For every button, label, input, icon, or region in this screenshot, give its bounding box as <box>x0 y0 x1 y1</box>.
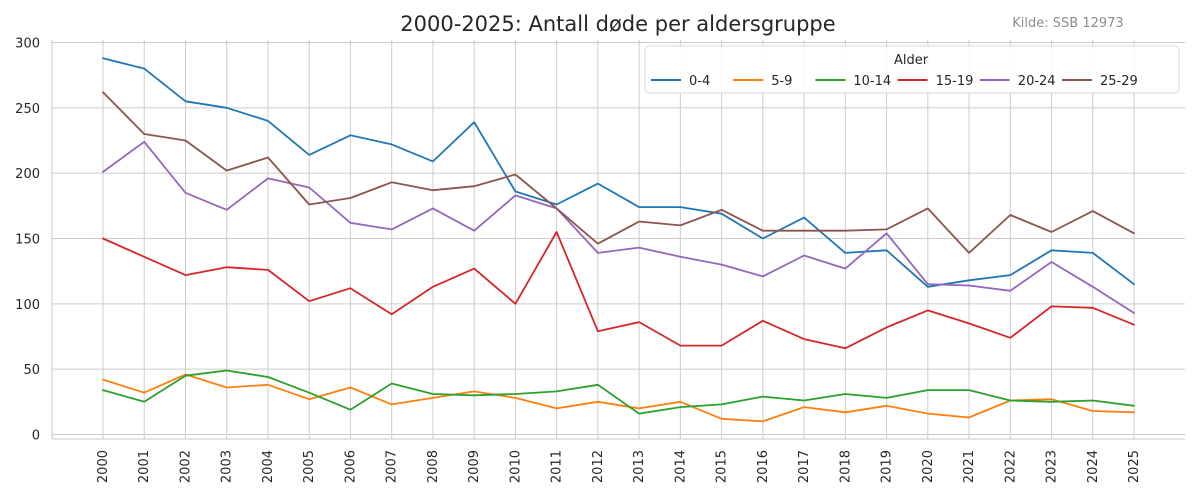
x-tick-label: 2007 <box>385 450 400 483</box>
x-tick-label: 2000 <box>96 450 111 483</box>
y-tick-label: 0 <box>32 429 40 444</box>
x-tick-label: 2014 <box>673 450 688 483</box>
series-line-10-14 <box>102 369 1135 415</box>
series-line-25-29 <box>102 91 1135 254</box>
x-tick-label: 2019 <box>880 450 895 483</box>
x-tick-label: 2017 <box>797 450 812 483</box>
chart-source: Kilde: SSB 12973 <box>1012 16 1123 31</box>
x-tick-label: 2001 <box>137 450 152 483</box>
x-tick-label: 2008 <box>426 450 441 483</box>
chart-title: 2000-2025: Antall døde per aldersgruppe <box>400 12 835 36</box>
y-tick-label: 200 <box>15 167 40 182</box>
x-tick-label: 2024 <box>1086 450 1101 483</box>
x-tick-label: 2016 <box>756 450 771 483</box>
y-tick-label: 300 <box>15 37 40 52</box>
legend-label: 5-9 <box>771 74 792 89</box>
y-tick-label: 150 <box>15 233 40 248</box>
legend-label: 20-24 <box>1018 74 1056 89</box>
legend: Alder 0-4 5-9 10-14 15-19 20-24 25-29 <box>644 45 1180 94</box>
x-tick-label: 2004 <box>261 450 276 483</box>
y-tick-label: 50 <box>23 363 40 378</box>
x-tick-label: 2011 <box>550 450 565 483</box>
x-tick-label: 2022 <box>1003 450 1018 483</box>
x-tick-label: 2020 <box>921 450 936 483</box>
x-tick-label: 2003 <box>220 450 235 483</box>
x-tick-label: 2015 <box>715 450 730 483</box>
x-tick-label: 2010 <box>508 450 523 483</box>
x-tick-label: 2002 <box>178 450 193 483</box>
y-tick-label: 250 <box>15 102 40 117</box>
legend-label: 0-4 <box>689 74 710 89</box>
x-tick-label: 2013 <box>632 450 647 483</box>
series-line-20-24 <box>102 140 1135 314</box>
legend-label: 15-19 <box>936 74 974 89</box>
x-tick-label: 2018 <box>838 450 853 483</box>
series-line-15-19 <box>102 231 1135 350</box>
legend-box <box>644 45 1180 94</box>
x-tick-label: 2009 <box>467 450 482 483</box>
grid-layer <box>52 40 1185 439</box>
series-line-0-4 <box>102 57 1135 288</box>
y-tick-label: 100 <box>15 298 40 313</box>
x-tick-label: 2023 <box>1045 450 1060 483</box>
axes-layer: 2000 2001 2002 2003 2004 2005 2006 2007 2008 2009… <box>15 37 1185 483</box>
legend-title: Alder <box>894 53 929 68</box>
x-tick-label: 2025 <box>1127 450 1142 483</box>
x-tick-label: 2005 <box>302 450 317 483</box>
series-layer <box>102 57 1135 423</box>
legend-label: 25-29 <box>1100 74 1138 89</box>
series-line-5-9 <box>102 373 1135 423</box>
x-tick-label: 2012 <box>591 450 606 483</box>
x-tick-label: 2006 <box>343 450 358 483</box>
legend-label: 10-14 <box>853 74 891 89</box>
x-tick-label: 2021 <box>962 450 977 483</box>
